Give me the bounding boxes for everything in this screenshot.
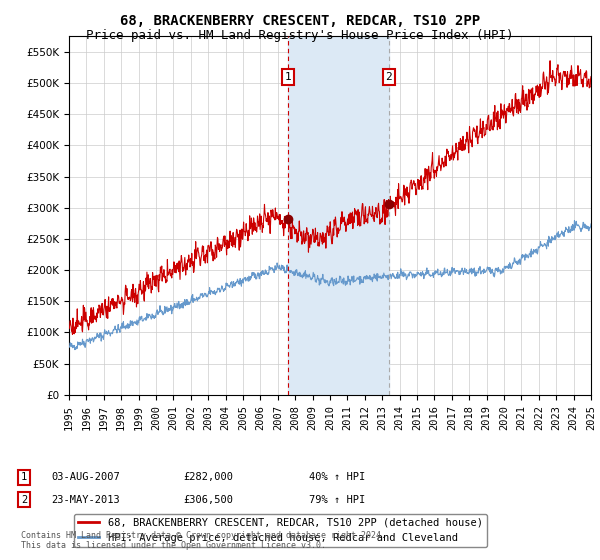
Bar [288,36,389,395]
Text: 23-MAY-2013: 23-MAY-2013 [51,494,120,505]
Text: 1: 1 [21,472,27,482]
Text: £306,500: £306,500 [183,494,233,505]
Legend: 68, BRACKENBERRY CRESCENT, REDCAR, TS10 2PP (detached house), HPI: Average price: 68, BRACKENBERRY CRESCENT, REDCAR, TS10 … [74,514,487,547]
Text: 2: 2 [385,72,392,82]
Text: 1: 1 [284,72,291,82]
Text: 03-AUG-2007: 03-AUG-2007 [51,472,120,482]
Text: Price paid vs. HM Land Registry's House Price Index (HPI): Price paid vs. HM Land Registry's House … [86,29,514,42]
Text: £282,000: £282,000 [183,472,233,482]
Text: Contains HM Land Registry data © Crown copyright and database right 2024.
This d: Contains HM Land Registry data © Crown c… [21,530,386,550]
Text: 2: 2 [21,494,27,505]
Text: 68, BRACKENBERRY CRESCENT, REDCAR, TS10 2PP: 68, BRACKENBERRY CRESCENT, REDCAR, TS10 … [120,14,480,28]
Text: 79% ↑ HPI: 79% ↑ HPI [309,494,365,505]
Text: 40% ↑ HPI: 40% ↑ HPI [309,472,365,482]
